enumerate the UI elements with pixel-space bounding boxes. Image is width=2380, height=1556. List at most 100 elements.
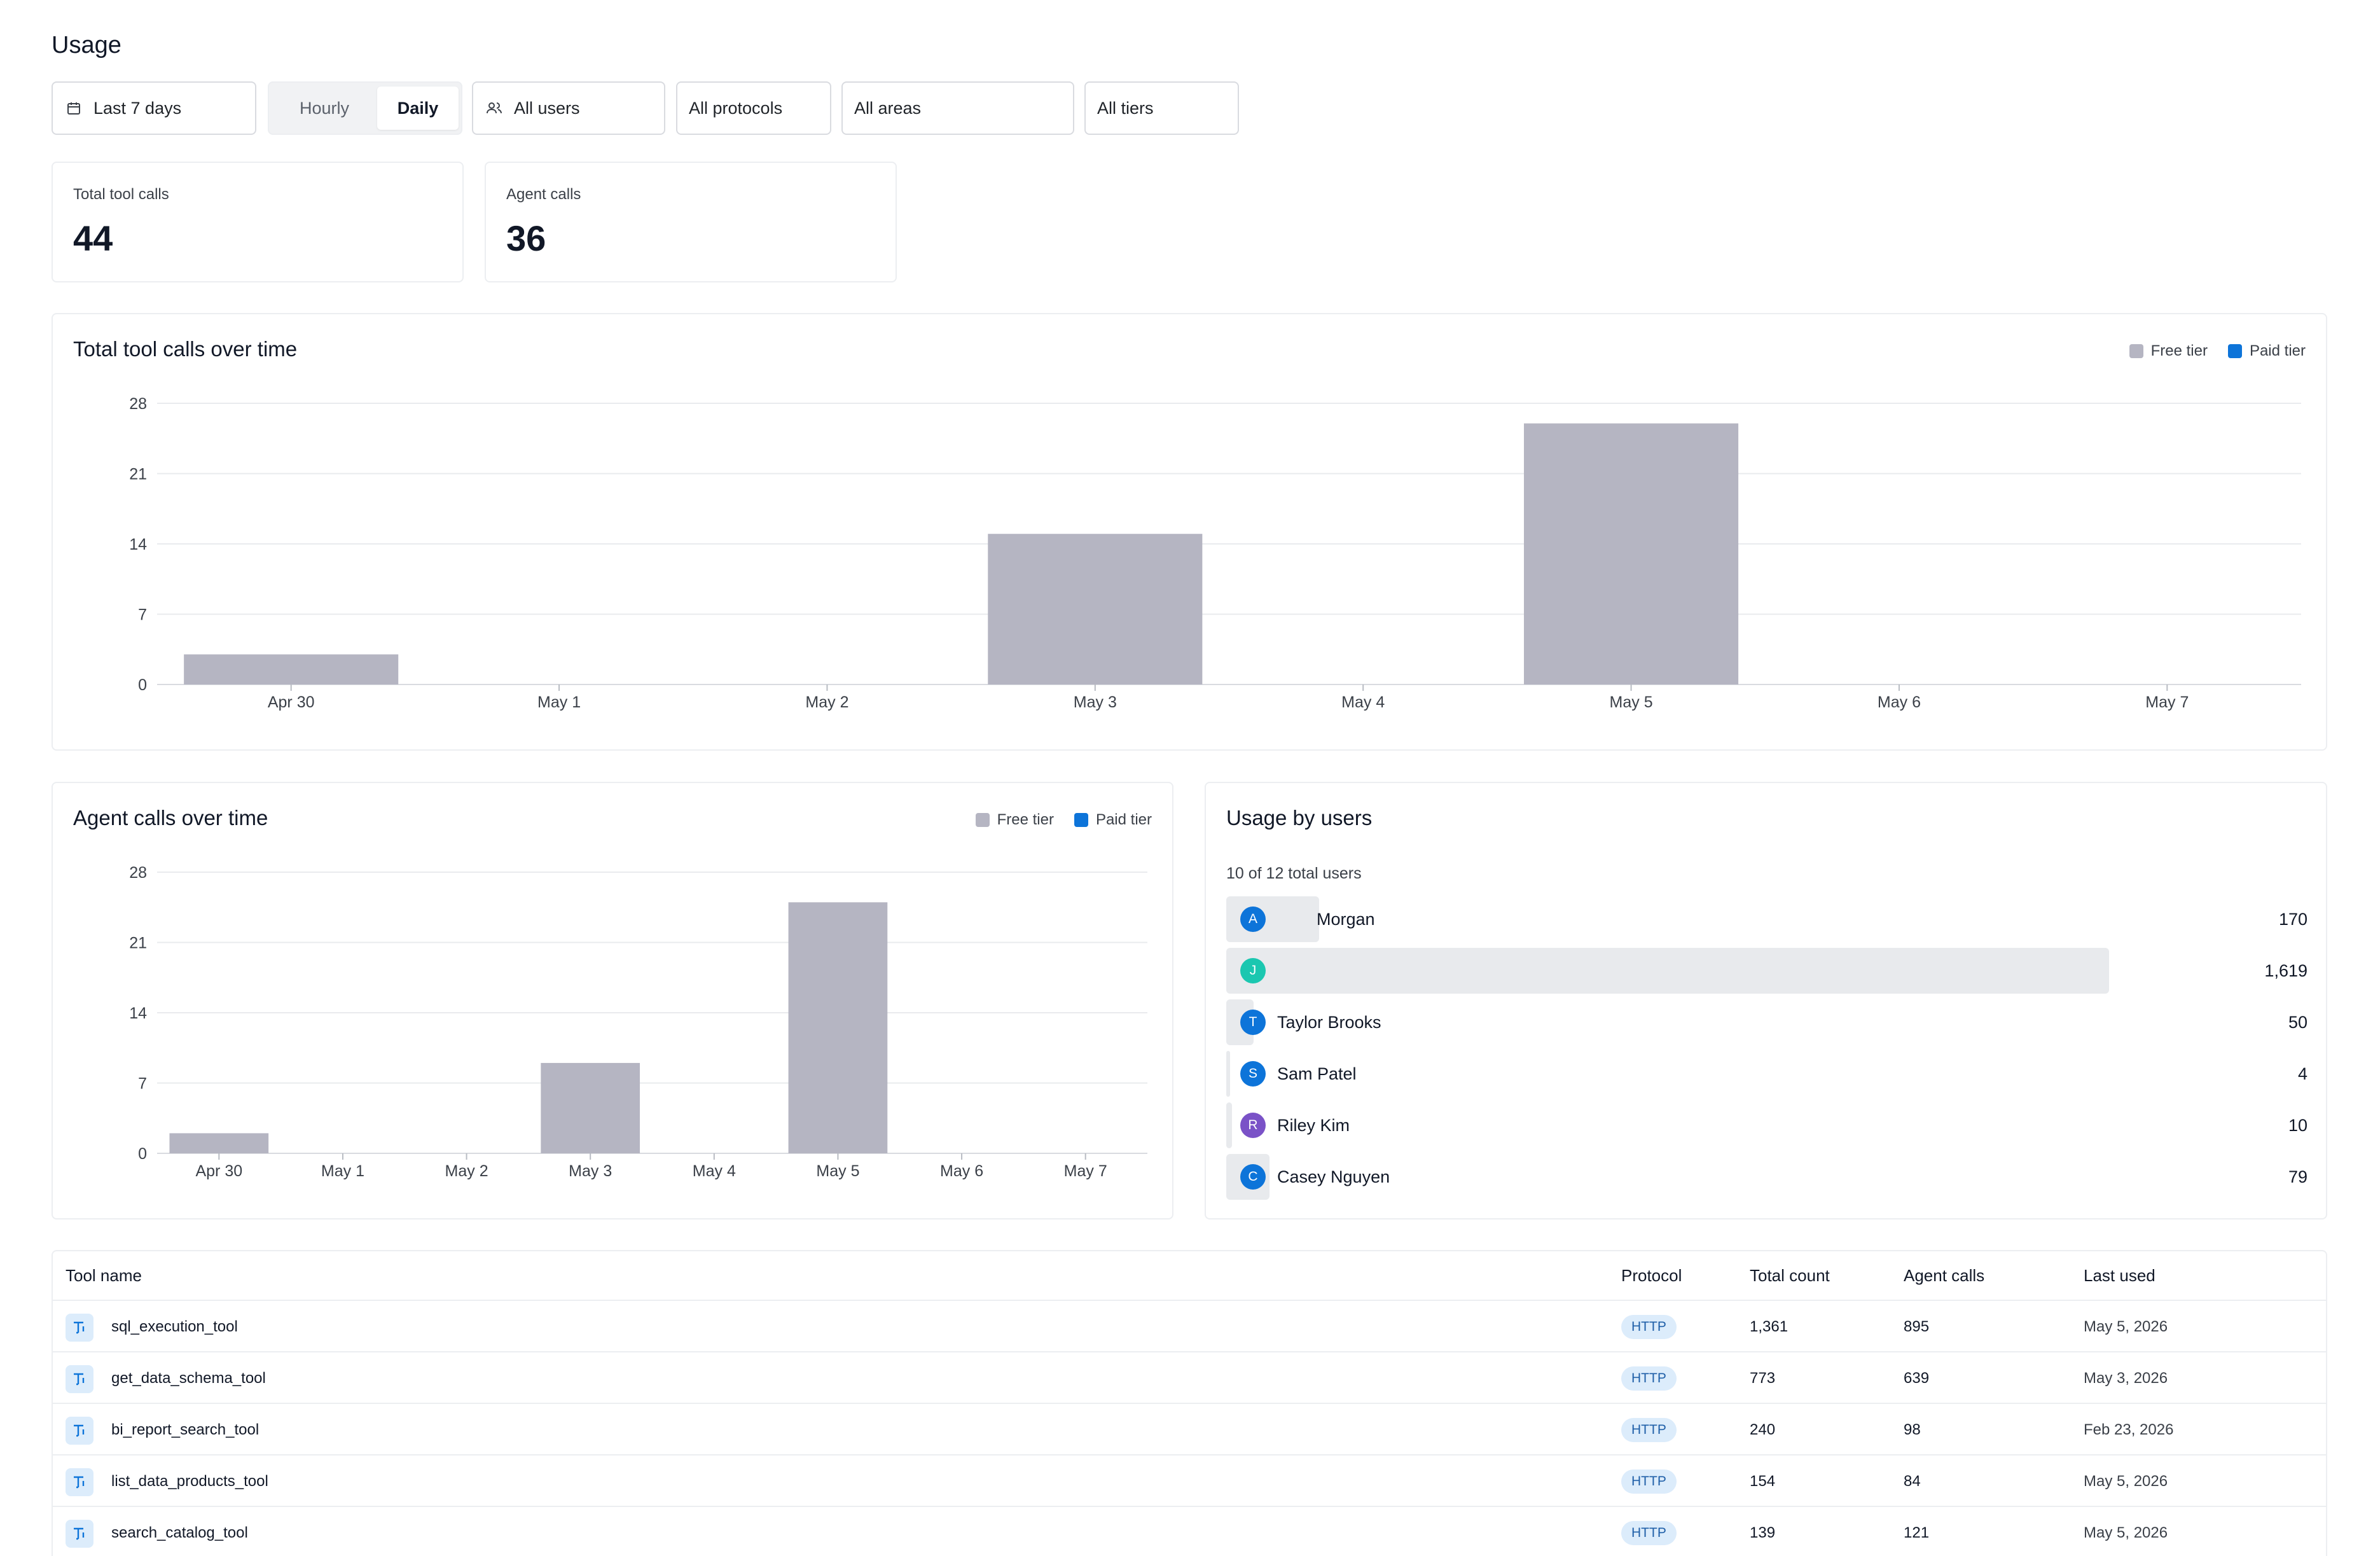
agent-calls-chart: 0 7 14 21 28 Apr 30 May 1 May 2 May 3 May 4 May 5 M… xyxy=(129,864,1147,1180)
table-row[interactable]: get_data_schema_tool HTTP 773 639 May 3,… xyxy=(53,1351,2326,1403)
total-count-cell: 154 xyxy=(1750,1472,1776,1490)
x-tick-label: May 7 xyxy=(1064,1162,1107,1180)
table-row[interactable]: bi_report_search_tool HTTP 240 98 Feb 23… xyxy=(53,1403,2326,1454)
tool-icon xyxy=(66,1468,93,1496)
usage-by-users-card: Usage by users 10 of 12 total users A Mo… xyxy=(1205,782,2327,1219)
user-name: Taylor Brooks xyxy=(1277,1012,1381,1032)
user-count: 1,619 xyxy=(2264,961,2307,980)
y-tick-label: 21 xyxy=(129,466,147,483)
user-name: Riley Kim xyxy=(1277,1115,1350,1135)
user-usage-bar xyxy=(1226,1051,1230,1097)
x-tick-label: May 2 xyxy=(805,693,848,711)
x-tick-label: May 6 xyxy=(940,1162,983,1180)
agent-calls-cell: 639 xyxy=(1904,1369,1930,1387)
legend-label: Paid tier xyxy=(2249,342,2306,359)
bar-free-tier[interactable] xyxy=(988,534,1203,684)
legend-label: Free tier xyxy=(2150,342,2208,359)
stat-value: 36 xyxy=(506,218,546,258)
tool-name: search_catalog_tool xyxy=(111,1524,248,1541)
avatar: J xyxy=(1240,958,1266,983)
y-tick-label: 28 xyxy=(129,864,147,882)
calendar-icon xyxy=(64,99,83,118)
protocols-filter-label: All protocols xyxy=(689,98,783,118)
tool-name: list_data_products_tool xyxy=(111,1472,268,1490)
bar-free-tier[interactable] xyxy=(169,1133,269,1153)
x-tick-label: Apr 30 xyxy=(195,1162,242,1180)
user-count: 50 xyxy=(2288,1012,2307,1032)
users-filter[interactable]: All users xyxy=(472,81,665,135)
daily-option[interactable]: Daily xyxy=(377,87,459,130)
agent-calls-chart-card: Agent calls over time Free tier Paid tie… xyxy=(52,782,1173,1219)
user-row[interactable]: C Casey Nguyen 79 xyxy=(1226,1154,2307,1200)
avatar: T xyxy=(1240,1010,1266,1035)
x-tick-label: May 7 xyxy=(2145,693,2189,711)
x-tick-label: May 2 xyxy=(445,1162,488,1180)
granularity-toggle: Hourly Daily xyxy=(268,81,462,135)
tool-icon xyxy=(66,1417,93,1445)
protocols-filter[interactable]: All protocols xyxy=(676,81,831,135)
x-tick-label: May 3 xyxy=(569,1162,612,1180)
user-count: 10 xyxy=(2288,1115,2307,1135)
protocol-badge: HTTP xyxy=(1621,1469,1677,1494)
agent-calls-cell: 121 xyxy=(1904,1524,1930,1541)
user-name: Morgan xyxy=(1317,909,1375,929)
table-row[interactable]: list_data_products_tool HTTP 154 84 May … xyxy=(53,1454,2326,1506)
total-count-cell: 139 xyxy=(1750,1524,1776,1541)
avatar: R xyxy=(1240,1113,1266,1138)
tiers-filter[interactable]: All tiers xyxy=(1084,81,1239,135)
protocol-badge: HTTP xyxy=(1621,1417,1677,1442)
user-name: Sam Patel xyxy=(1277,1064,1357,1083)
column-header-protocol[interactable]: Protocol xyxy=(1621,1265,1682,1285)
protocol-badge: HTTP xyxy=(1621,1314,1677,1339)
protocol-cell: HTTP xyxy=(1621,1507,1677,1556)
protocol-cell: HTTP xyxy=(1621,1301,1677,1352)
column-header-last-used[interactable]: Last used xyxy=(2084,1265,2155,1285)
user-usage-bar xyxy=(1226,1102,1232,1148)
chart-legend: Free tier Paid tier xyxy=(955,811,1152,829)
user-row[interactable]: S Sam Patel 4 xyxy=(1226,1051,2307,1097)
bar-free-tier[interactable] xyxy=(184,654,399,684)
table-row[interactable]: sql_execution_tool HTTP 1,361 895 May 5,… xyxy=(53,1300,2326,1351)
user-row[interactable]: R Riley Kim 10 xyxy=(1226,1102,2307,1148)
stat-label: Agent calls xyxy=(506,186,581,203)
avatar: A xyxy=(1240,907,1266,932)
last-used-cell: May 3, 2026 xyxy=(2084,1369,2168,1387)
stat-value: 44 xyxy=(73,218,113,258)
total-tool-calls-chart: 0 7 14 21 28 Apr 30 May 1 May 2 May 3 May 4 May 5 M… xyxy=(129,395,2301,711)
legend-item-free-tier: Free tier xyxy=(975,811,1054,829)
x-tick-label: May 1 xyxy=(537,693,581,711)
user-row[interactable]: J 1,619 xyxy=(1226,948,2307,994)
areas-filter-label: All areas xyxy=(854,98,922,118)
users-count-subtitle: 10 of 12 total users xyxy=(1226,865,1362,882)
x-tick-label: May 6 xyxy=(1878,693,1921,711)
column-header-agent-calls[interactable]: Agent calls xyxy=(1904,1265,1985,1285)
protocol-cell: HTTP xyxy=(1621,1352,1677,1404)
x-tick-label: May 5 xyxy=(816,1162,859,1180)
tool-name: bi_report_search_tool xyxy=(111,1421,259,1438)
x-tick-label: May 3 xyxy=(1074,693,1117,711)
y-tick-label: 7 xyxy=(138,1075,147,1093)
user-usage-bar xyxy=(1226,948,2109,994)
date-range-filter[interactable]: Last 7 days xyxy=(52,81,256,135)
total-tool-calls-chart-card: Total tool calls over time Free tier Pai… xyxy=(52,313,2327,751)
column-header-total-count[interactable]: Total count xyxy=(1750,1265,1830,1285)
areas-filter[interactable]: All areas xyxy=(841,81,1074,135)
last-used-cell: May 5, 2026 xyxy=(2084,1317,2168,1335)
user-count: 79 xyxy=(2288,1167,2307,1186)
user-name: Casey Nguyen xyxy=(1277,1167,1390,1186)
table-row[interactable]: search_catalog_tool HTTP 139 121 May 5, … xyxy=(53,1506,2326,1556)
column-header-tool-name[interactable]: Tool name xyxy=(66,1265,142,1285)
bar-free-tier[interactable] xyxy=(1524,423,1739,684)
y-tick-label: 0 xyxy=(138,676,147,694)
legend-swatch xyxy=(2129,344,2143,358)
hourly-option[interactable]: Hourly xyxy=(299,98,350,118)
chart-legend: Free tier Paid tier xyxy=(2109,342,2306,360)
x-tick-label: May 5 xyxy=(1610,693,1653,711)
user-row[interactable]: T Taylor Brooks 50 xyxy=(1226,999,2307,1045)
tools-table: Tool name Protocol Total count Agent cal… xyxy=(52,1250,2327,1556)
bar-free-tier[interactable] xyxy=(788,902,888,1153)
user-row[interactable]: A Morgan 170 xyxy=(1226,896,2307,942)
legend-item-free-tier: Free tier xyxy=(2129,342,2208,360)
bar-free-tier[interactable] xyxy=(541,1062,640,1153)
